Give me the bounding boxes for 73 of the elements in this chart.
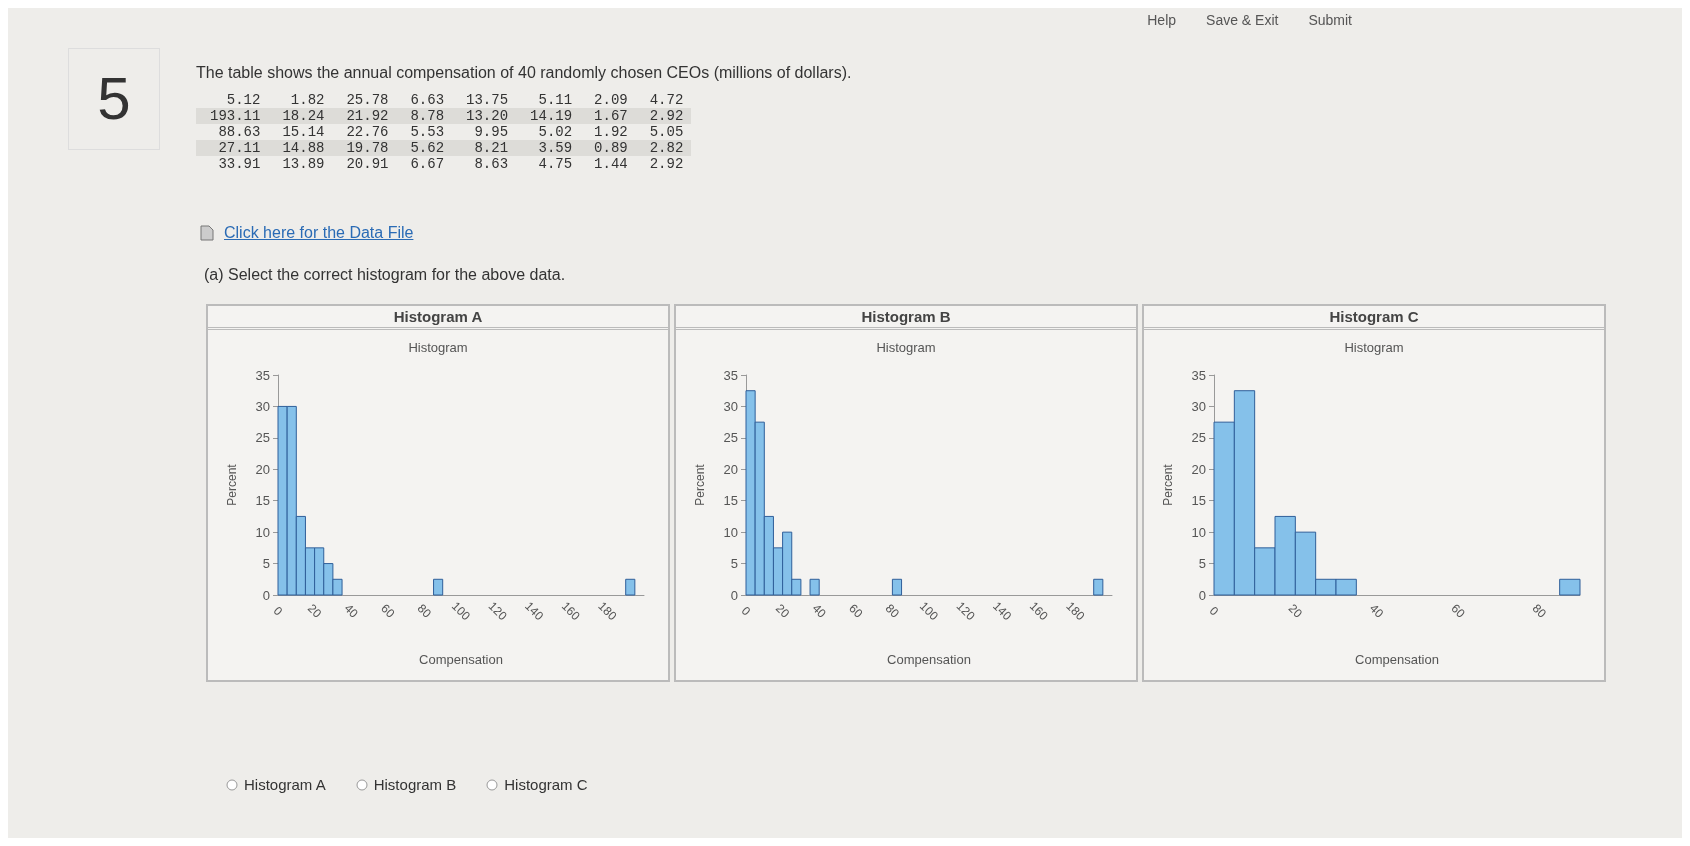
x-tick-label: 40 [809, 601, 830, 621]
y-tick-label: 35 [723, 367, 738, 383]
y-tick-label: 15 [1191, 493, 1206, 509]
y-tick-label: 0 [262, 587, 270, 603]
x-tick-label: 100 [448, 598, 474, 624]
chart-subtitle: Histogram [876, 340, 936, 355]
y-tick-label: 10 [255, 524, 270, 540]
text: Save & Exit [1206, 12, 1279, 28]
x-tick-label: 140 [522, 598, 547, 624]
y-tick-label: 5 [1198, 556, 1206, 572]
y-tick-label: 30 [255, 398, 270, 414]
x-axis-title: Compensation [1355, 652, 1439, 667]
x-tick-label: 140 [990, 598, 1015, 624]
chart-subtitle: Histogram [1344, 340, 1404, 355]
y-tick-label: 25 [1191, 430, 1206, 446]
y-tick-label: 15 [255, 493, 270, 509]
x-axis-title: Compensation [419, 652, 503, 667]
x-tick-label: 180 [595, 598, 620, 624]
chart-subtitle: Histogram [408, 340, 468, 355]
text: Help [1147, 12, 1177, 28]
chart-title: Histogram A [208, 306, 668, 330]
y-tick-label: 25 [723, 430, 738, 446]
y-tick-label: 20 [255, 461, 270, 477]
y-tick-label: 5 [730, 556, 738, 572]
y-tick-label: 0 [1198, 587, 1206, 603]
text: 88.63 15.14 22.76 5.53 9.95 5.02 1.92 5.05 [218, 124, 684, 140]
text: Submit [1308, 12, 1352, 28]
text: 5.12 1.82 25.78 6.63 13.75 5.11 2.09 4.72 [226, 92, 684, 108]
text: Click here for the Data File [224, 224, 414, 242]
text: 27.11 14.88 19.78 5.62 8.21 3.59 0.89 2.82 [218, 140, 684, 156]
y-tick-label: 30 [723, 398, 738, 414]
x-tick-label: 120 [953, 598, 978, 624]
text: Histogram B [372, 776, 457, 793]
y-tick-label: 35 [1191, 367, 1206, 383]
y-tick-label: 25 [255, 430, 270, 446]
x-tick-label: 60 [846, 601, 866, 621]
y-tick-label: 20 [1191, 461, 1206, 477]
y-axis-title: Percent [693, 463, 707, 506]
text: 193.11 18.24 21.92 8.78 13.20 14.19 1.67 2.92 [210, 108, 684, 124]
text: Histogram A [243, 776, 326, 793]
y-tick-label: 30 [1191, 398, 1206, 414]
x-tick-label: 80 [414, 601, 435, 621]
y-tick-label: 15 [723, 493, 738, 509]
x-tick-label: 40 [341, 601, 362, 621]
x-tick-label: 20 [1285, 601, 1306, 621]
x-tick-label: 160 [558, 598, 584, 624]
y-tick-label: 5 [262, 556, 270, 572]
x-tick-label: 80 [882, 601, 903, 621]
text: 5 [68, 48, 160, 150]
text: Histogram C [503, 776, 588, 793]
x-tick-label: 40 [1367, 601, 1387, 621]
y-tick-label: 0 [730, 587, 738, 603]
x-tick-label: 60 [1448, 601, 1468, 621]
x-tick-label: 120 [485, 598, 510, 624]
chart-title: Histogram C [1144, 306, 1604, 330]
y-tick-label: 10 [723, 524, 738, 540]
text: 33.91 13.89 20.91 6.67 8.63 4.75 1.44 2.92 [218, 156, 684, 172]
x-tick-label: 20 [772, 601, 793, 621]
x-axis-title: Compensation [887, 652, 971, 667]
y-tick-label: 10 [1191, 524, 1206, 540]
x-tick-label: 60 [378, 601, 398, 621]
x-tick-label: 180 [1063, 598, 1088, 624]
text: (a) Select the correct histogram for the above data. [204, 266, 566, 284]
x-tick-label: 20 [304, 601, 325, 621]
text: The table shows the annual compensation of 40 randomly chosen CEOs (millions of dollars). [196, 64, 852, 82]
x-tick-label: 80 [1529, 601, 1550, 621]
y-tick-label: 35 [255, 367, 270, 383]
y-tick-label: 20 [723, 461, 738, 477]
x-tick-label: 100 [916, 598, 942, 624]
y-axis-title: Percent [225, 463, 239, 506]
chart-title: Histogram B [676, 306, 1136, 330]
y-axis-title: Percent [1161, 463, 1175, 506]
x-tick-label: 160 [1026, 598, 1052, 624]
